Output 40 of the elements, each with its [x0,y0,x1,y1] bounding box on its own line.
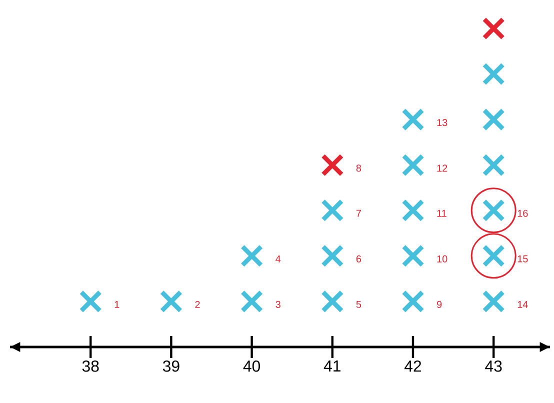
annotation: 12 [437,164,448,172]
x-tick-label: 38 [82,360,99,372]
point [240,290,264,313]
x-tick-label: 40 [243,360,260,372]
x-tick-label: 39 [162,360,180,372]
annotation: 1 [114,301,120,308]
point [402,290,424,313]
x-tick-label: 41 [324,360,340,372]
annotation: 7 [356,210,361,217]
annotation: 15 [518,255,528,262]
annotation: 2 [195,300,200,308]
annotation: 13 [437,119,448,126]
x-tick-label: 42 [404,360,422,372]
annotation: 8 [356,164,362,172]
annotation: 16 [518,210,528,217]
annotation: 9 [436,300,442,308]
point [482,154,506,177]
annotation: 4 [276,255,281,262]
point [482,290,506,313]
point [320,198,344,222]
point [320,244,344,268]
point [79,290,102,313]
point [160,290,183,313]
x-tick-label: 43 [485,360,502,372]
point [402,154,424,177]
point [402,198,424,222]
annotation: 14 [518,301,528,308]
annotation: 3 [276,300,280,308]
annotation: 6 [356,255,362,262]
point [402,244,424,268]
point [470,233,516,279]
point [470,188,516,234]
annotation: 5 [356,300,362,308]
annotation: 11 [437,210,446,217]
point [402,108,424,132]
point [320,290,344,313]
annotation: 10 [437,255,448,262]
point [482,108,506,132]
point [240,244,264,268]
point [482,62,506,86]
